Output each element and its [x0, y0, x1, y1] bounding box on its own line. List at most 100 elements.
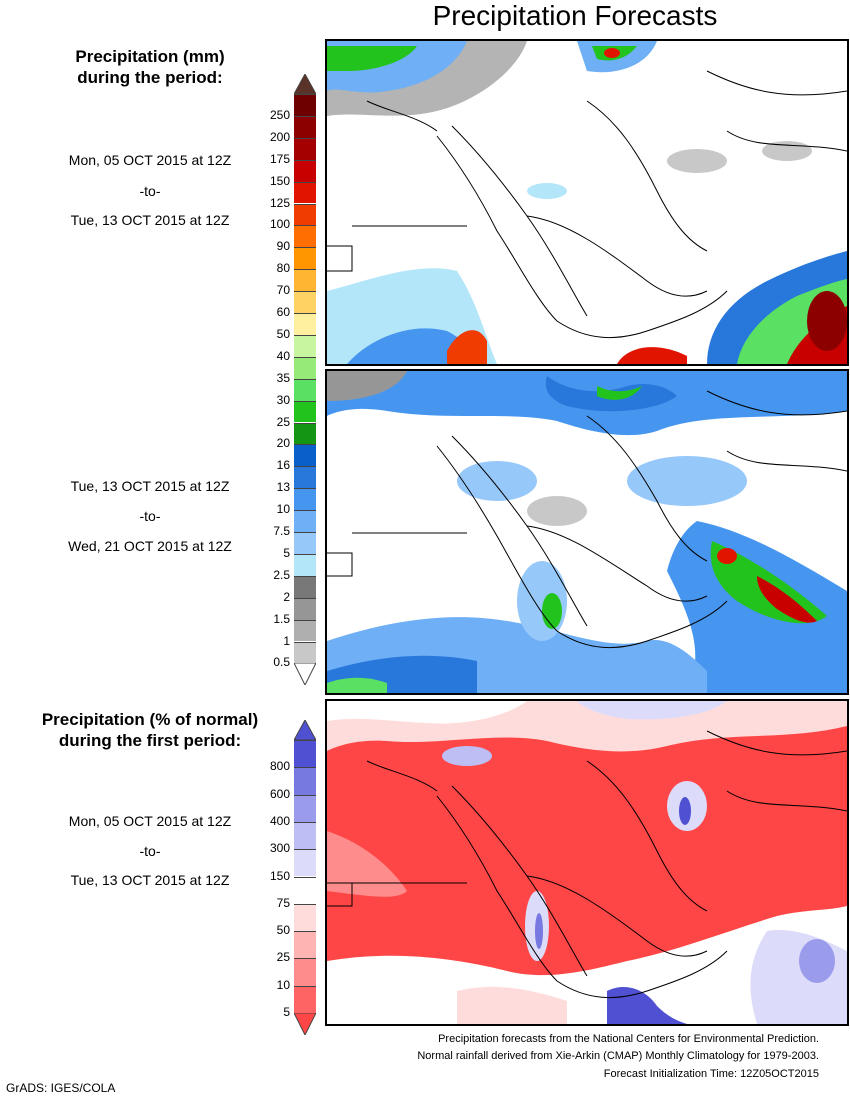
precip-mm-colorbar-tick-label: 100: [269, 217, 290, 232]
precip-mm-colorbar-tick-label: 35: [276, 370, 290, 385]
page-title: Precipitation Forecasts: [432, 0, 718, 31]
precip-mm-colorbar-swatch: [294, 137, 316, 160]
precip-mm-colorbar-tick-label: 13: [276, 480, 290, 495]
precip-mm-colorbar-swatch: [294, 466, 316, 489]
period3-separator: -to-: [139, 843, 161, 859]
precip-mm-colorbar-tick-label: 5: [283, 545, 290, 560]
precip-mm-colorbar-tick-label: 90: [276, 239, 290, 254]
legend-mm-heading-line2: during the period:: [77, 68, 223, 87]
precip-pct-colorbar-tick-label: 10: [276, 977, 290, 992]
precip-mm-colorbar-swatch: [294, 291, 316, 313]
legend-pct-heading-line1: Precipitation (% of normal): [41, 710, 259, 729]
period1-end: Tue, 13 OCT 2015 at 12Z: [70, 212, 230, 228]
precip-mm-colorbar-tick-label: 0.5: [273, 655, 290, 670]
precip-mm-colorbar-tick-label: 7.5: [273, 524, 290, 538]
precip-mm-colorbar-tick-label: 16: [276, 458, 290, 473]
precip-pct-colorbar-swatch: [294, 849, 316, 877]
precip-pct-colorbar-min-arrow: [294, 1013, 316, 1035]
precip-mm-colorbar-tick-label: 10: [276, 502, 290, 517]
precip-percent-normal-map: [327, 701, 847, 1024]
precip-mm-colorbar-swatch: [294, 313, 316, 335]
period2-start: Tue, 13 OCT 2015 at 12Z: [70, 478, 230, 494]
legend-mm-heading-line1: Precipitation (mm): [75, 47, 225, 66]
precip-pct-colorbar-swatch: [294, 931, 316, 959]
precip-pct-colorbar-tick-label: 50: [276, 923, 290, 938]
precip-pct-colorbar-tick-label: 75: [276, 895, 290, 910]
precip-mm-colorbar-tick-label: 150: [269, 173, 290, 188]
precip-mm-colorbar-swatch: [294, 400, 316, 423]
precip-mm-colorbar-tick-label: 2: [283, 589, 290, 604]
precip-mm-colorbar-tick-label: 50: [276, 326, 290, 341]
precip-mm-colorbar-swatch: [294, 115, 316, 138]
precip-pct-colorbar-swatch: [294, 876, 316, 904]
precip-map-period2: [327, 371, 847, 693]
precip-mm-colorbar-swatch: [294, 532, 316, 554]
precip-pct-colorbar-tick-label: 800: [269, 759, 290, 774]
period1-separator: -to-: [139, 183, 161, 199]
grads-credit: GrADS: IGES/COLA: [6, 1081, 116, 1095]
precip-pct-colorbar-swatch: [294, 740, 316, 768]
legend-mm-heading: Precipitation (mm) during the period:: [55, 46, 245, 88]
precip-pct-colorbar-max-arrow: [294, 720, 316, 740]
precip-mm-colorbar-swatch: [294, 510, 316, 532]
precip-mm-colorbar-swatch: [294, 422, 316, 445]
precip-mm-colorbar-swatch: [294, 597, 316, 620]
precip-mm-colorbar-min-arrow: [294, 663, 316, 686]
precip-mm-colorbar-tick-label: 1.5: [273, 611, 290, 626]
precip-map-period1: [327, 41, 847, 364]
precip-mm-colorbar-tick-label: 250: [269, 107, 290, 122]
precip-mm-colorbar-tick-label: 175: [269, 151, 290, 166]
precip-mm-colorbar-swatch: [294, 269, 316, 292]
precip-pct-colorbar-swatch: [294, 821, 316, 850]
precip-mm-colorbar-tick-label: 40: [276, 348, 290, 363]
precip-mm-colorbar-swatch: [294, 641, 316, 664]
precip-mm-colorbar-swatch: [294, 619, 316, 642]
precip-mm-colorbar-swatch: [294, 488, 316, 511]
precip-pct-colorbar-swatch: [294, 985, 316, 1013]
precip-mm-colorbar-swatch: [294, 334, 316, 357]
precip-mm-colorbar-swatch: [294, 94, 316, 116]
period3-start: Mon, 05 OCT 2015 at 12Z: [68, 813, 232, 829]
precip-mm-colorbar-swatch: [294, 553, 316, 576]
precip-mm-colorbar-max-arrow: [294, 74, 316, 94]
precip-mm-colorbar-tick-label: 2.5: [273, 567, 290, 582]
precip-mm-colorbar-swatch: [294, 181, 316, 204]
precip-mm-colorbar-swatch: [294, 247, 316, 270]
precip-mm-colorbar-swatch: [294, 159, 316, 182]
footer-source-line: Precipitation forecasts from the Nationa…: [438, 1033, 819, 1045]
precip-mm-colorbar-tick-label: 25: [276, 414, 290, 429]
precip-mm-colorbar-swatch: [294, 225, 316, 248]
precip-mm-colorbar-tick-label: 200: [269, 129, 290, 144]
precip-pct-colorbar-tick-label: 5: [283, 1005, 290, 1019]
map-panel-period1: [325, 39, 849, 366]
precip-mm-colorbar-tick-label: 125: [269, 195, 290, 210]
footer-init-time-line: Forecast Initialization Time: 12Z05OCT20…: [603, 1068, 819, 1080]
precip-pct-colorbar-swatch: [294, 767, 316, 795]
precip-mm-colorbar-tick-label: 30: [276, 392, 290, 407]
legend-pct-heading-line2: during the first period:: [58, 731, 242, 750]
precip-mm-colorbar-tick-label: 60: [276, 305, 290, 319]
precip-mm-colorbar-tick-label: 70: [276, 283, 290, 298]
period2-end: Wed, 21 OCT 2015 at 12Z: [68, 538, 232, 554]
precip-pct-colorbar-tick-label: 25: [276, 950, 290, 965]
precip-mm-colorbar-tick-label: 80: [276, 261, 290, 276]
precip-mm-colorbar-swatch: [294, 356, 316, 379]
precip-mm-colorbar-tick-label: 1: [283, 633, 290, 648]
precip-mm-colorbar-tick-label: 20: [276, 436, 290, 451]
precip-pct-colorbar-tick-label: 150: [269, 868, 290, 883]
precip-pct-colorbar-swatch: [294, 958, 316, 986]
precip-mm-colorbar-swatch: [294, 203, 316, 226]
period3-end: Tue, 13 OCT 2015 at 12Z: [70, 872, 230, 888]
period1-start: Mon, 05 OCT 2015 at 12Z: [68, 152, 232, 168]
precip-pct-colorbar-swatch: [294, 903, 316, 932]
map-panel-percent-normal: [325, 699, 849, 1026]
map-panel-period2: [325, 369, 849, 695]
precip-mm-colorbar-swatch: [294, 444, 316, 467]
period2-separator: -to-: [139, 508, 161, 524]
precip-mm-colorbar-swatch: [294, 378, 316, 401]
precip-mm-colorbar-swatch: [294, 575, 316, 598]
precip-pct-colorbar-tick-label: 600: [269, 786, 290, 801]
precip-pct-colorbar-tick-label: 400: [269, 813, 290, 828]
precip-pct-colorbar-swatch: [294, 794, 316, 822]
footer-climatology-line: Normal rainfall derived from Xie-Arkin (…: [417, 1050, 819, 1062]
